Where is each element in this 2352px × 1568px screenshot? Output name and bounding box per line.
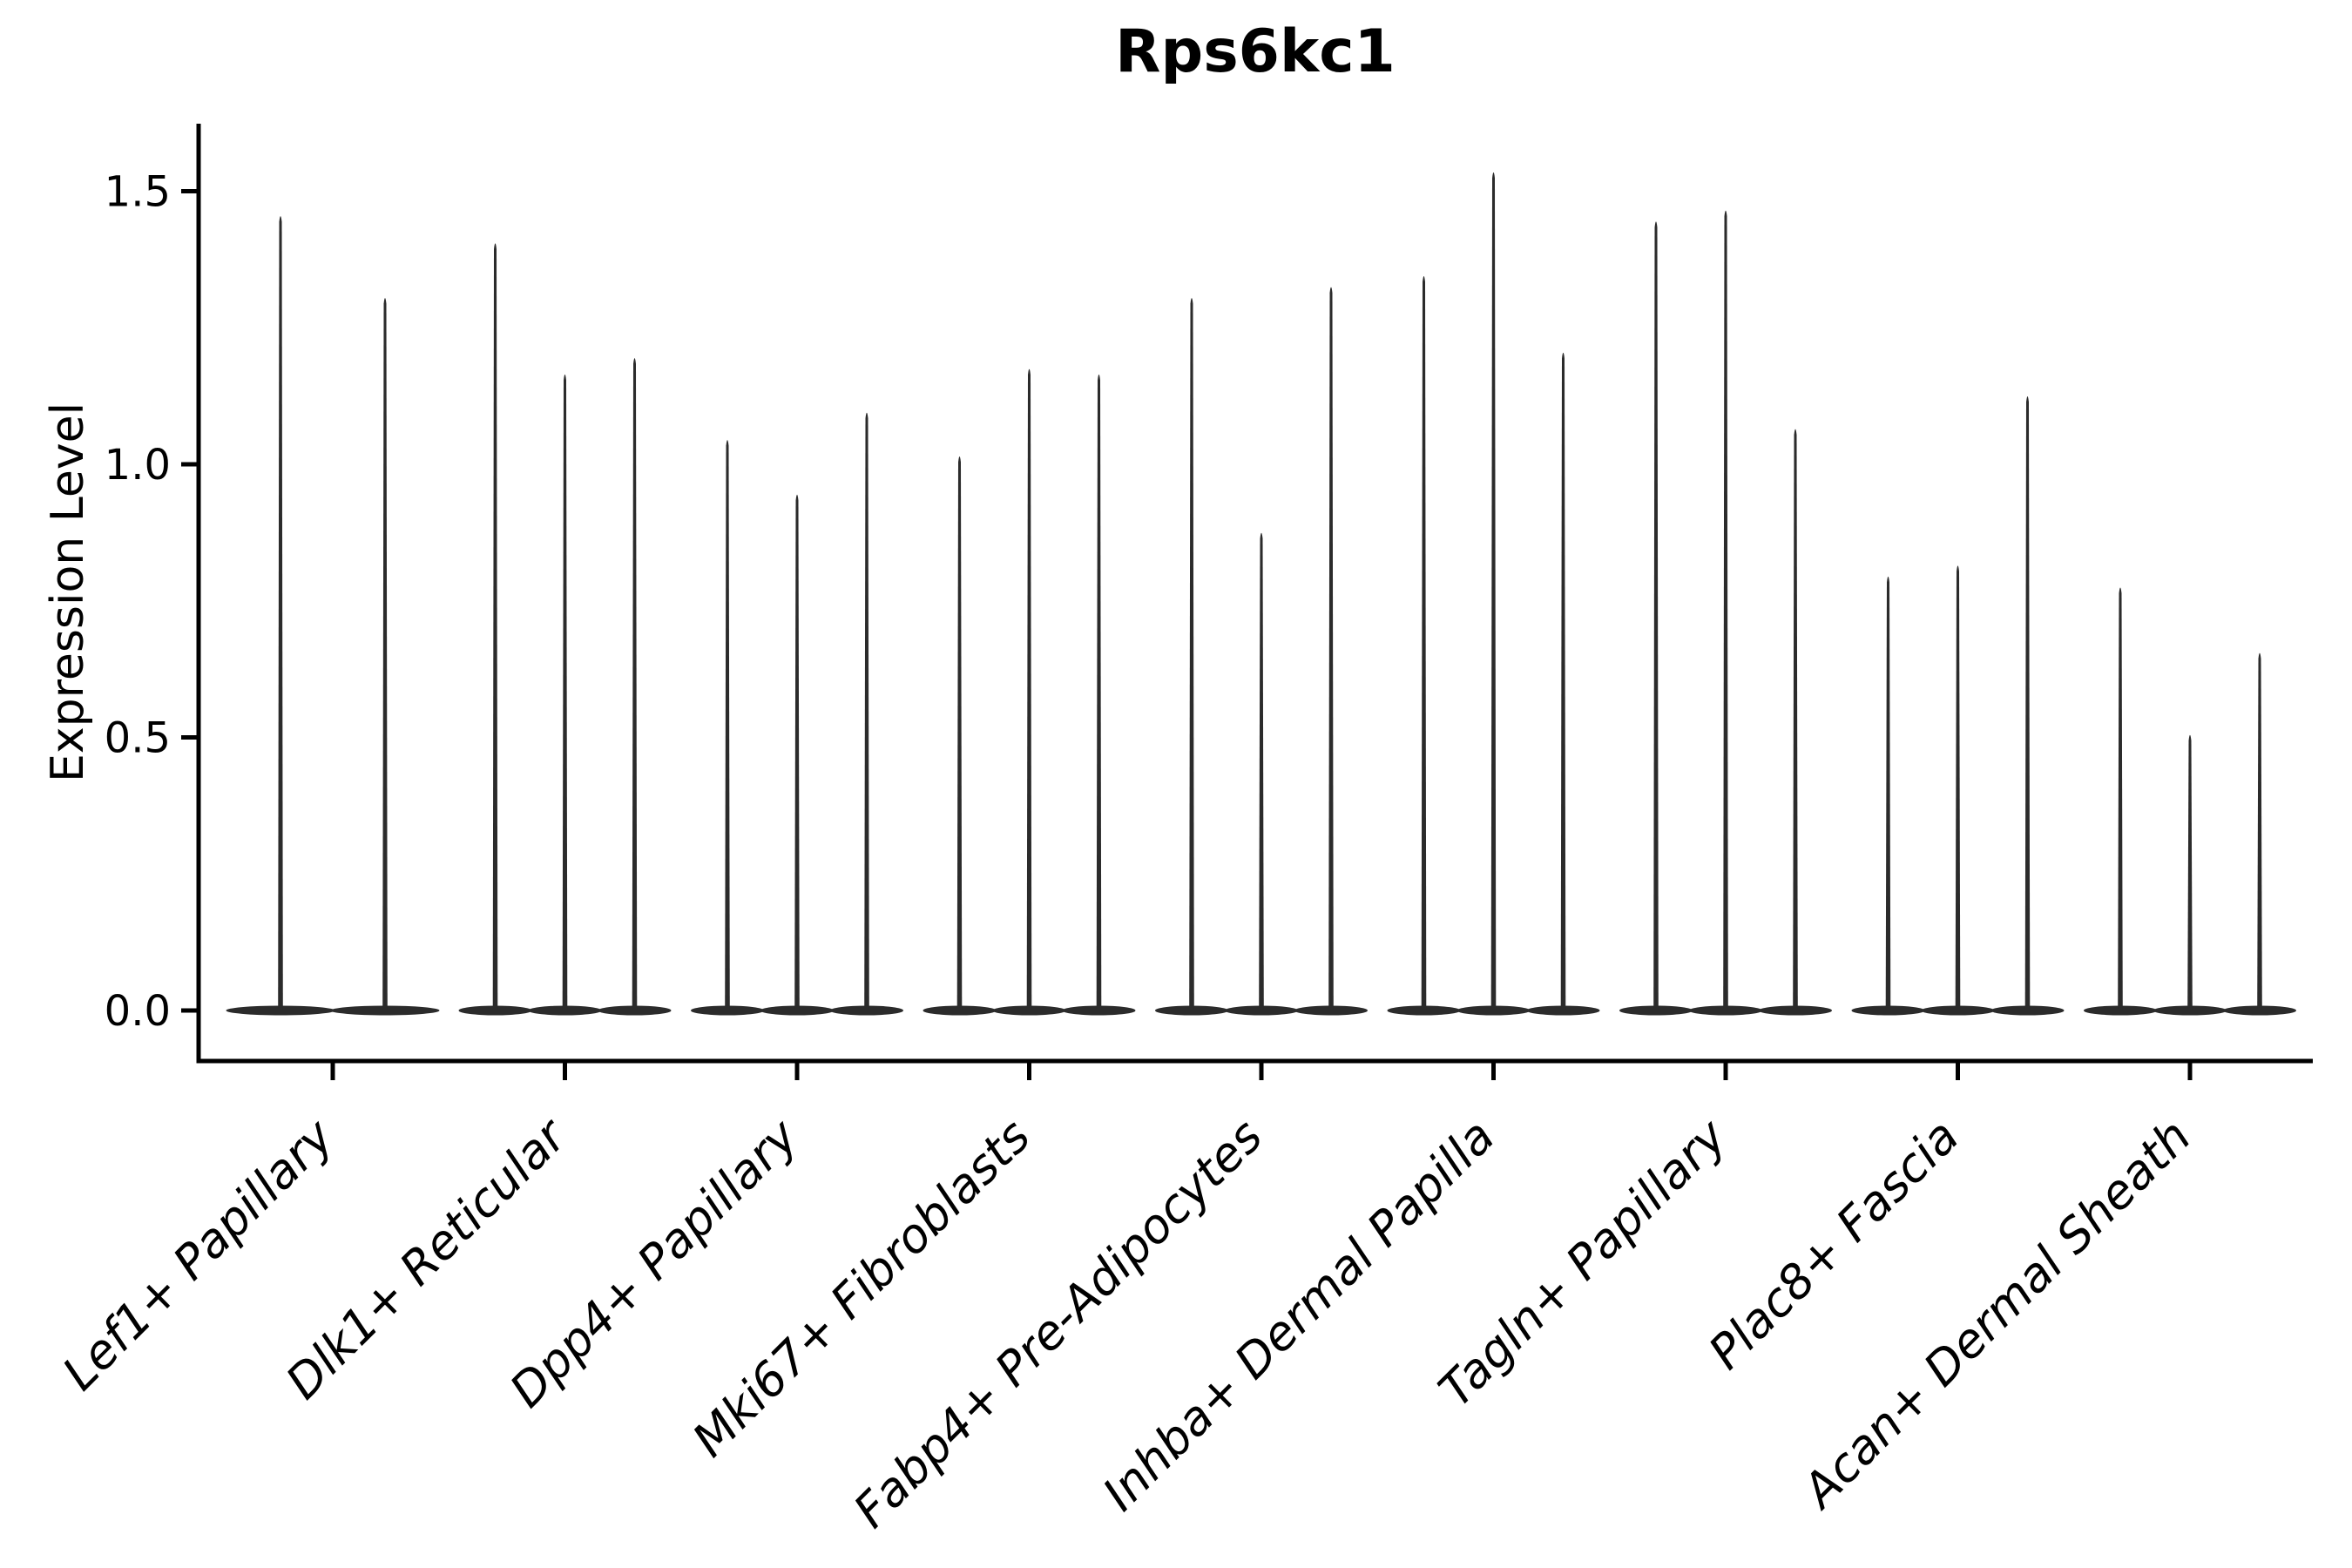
violin — [1062, 374, 1136, 1016]
x-tick-label: Plac8+ Fascia — [1698, 1109, 1969, 1380]
violins-layer — [226, 172, 2296, 1016]
violin-spike — [864, 412, 869, 1010]
violin-spike — [1096, 374, 1102, 1010]
violin — [2223, 652, 2296, 1016]
violin — [330, 298, 440, 1016]
chart-title: Rps6kc1 — [1115, 17, 1396, 86]
violin — [1155, 298, 1228, 1016]
y-tick-label: 0.0 — [105, 987, 171, 1036]
violin-spike — [1189, 298, 1194, 1010]
violin — [1990, 395, 2065, 1016]
violin-spike — [725, 440, 730, 1010]
violin-spike — [2257, 652, 2262, 1010]
violin — [1851, 576, 1925, 1016]
violin — [1689, 210, 1762, 1016]
violin — [2084, 587, 2157, 1016]
violin-spike — [278, 216, 283, 1010]
violin — [1225, 532, 1298, 1016]
violin — [1387, 276, 1461, 1016]
violin-spike — [382, 298, 388, 1010]
violin-spike — [956, 456, 963, 1010]
violin-spike — [1955, 565, 1961, 1010]
violin-spike — [1723, 210, 1728, 1010]
axes-layer — [181, 124, 2313, 1080]
violin-spike — [2187, 734, 2193, 1010]
violin — [1456, 172, 1531, 1016]
violin — [528, 374, 602, 1016]
violin — [1759, 429, 1832, 1016]
violin — [598, 358, 672, 1016]
violin — [2153, 734, 2227, 1016]
violin-spike — [1259, 532, 1264, 1010]
violin-spike — [562, 374, 568, 1010]
violin — [923, 456, 997, 1016]
violin-spike — [794, 494, 800, 1010]
x-tick-label: Fabp4+ Pre-Adipocytes — [843, 1109, 1273, 1538]
violin-spike — [1885, 576, 1891, 1010]
violin-spike — [1490, 172, 1497, 1011]
violin — [1294, 287, 1368, 1016]
violin-spike — [2024, 395, 2031, 1010]
violin-spike — [1421, 276, 1427, 1010]
violin — [1526, 352, 1600, 1016]
violin-spike — [1026, 368, 1032, 1010]
violin — [1619, 221, 1693, 1016]
violin — [691, 440, 764, 1016]
violin — [830, 412, 903, 1016]
violin — [458, 243, 532, 1016]
y-tick-label: 1.5 — [105, 168, 171, 217]
violin-spike — [2118, 587, 2123, 1010]
violin-spike — [632, 358, 638, 1011]
violin-spike — [492, 243, 498, 1010]
x-tick-label: Acan+ Dermal Sheath — [1790, 1109, 2201, 1520]
y-tick-label: 1.0 — [105, 441, 171, 490]
violin-spike — [1560, 352, 1566, 1011]
violin — [226, 216, 335, 1016]
x-tick-label: Inhba+ Dermal Papilla — [1092, 1109, 1505, 1522]
y-tick-label: 0.5 — [105, 714, 171, 763]
violin-spike — [1793, 429, 1798, 1010]
violin-spike — [1653, 221, 1659, 1011]
violin — [760, 494, 834, 1016]
violin-spike — [1328, 287, 1334, 1011]
violin — [1921, 565, 1995, 1016]
violin — [992, 368, 1066, 1016]
y-axis-label: Expression Level — [42, 402, 94, 782]
